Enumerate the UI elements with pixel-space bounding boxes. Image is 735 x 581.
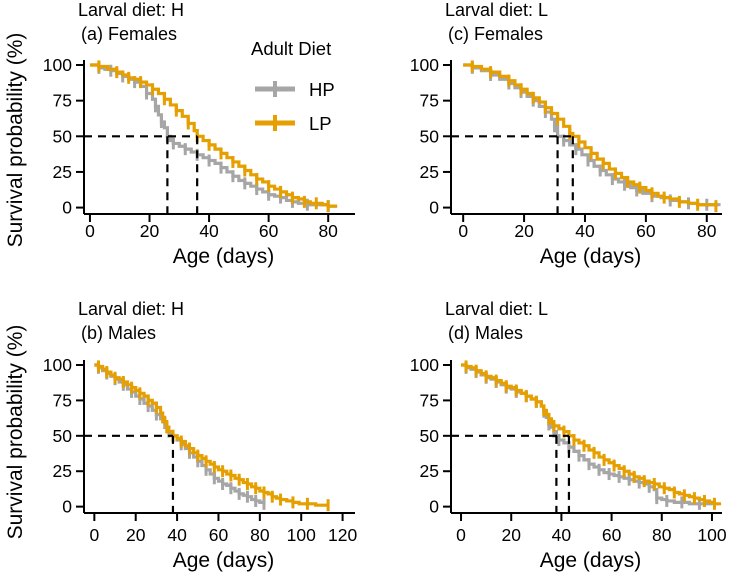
y-tick-label: 75: [420, 390, 439, 410]
y-tick-label: 100: [43, 355, 72, 375]
x-axis-label: Age (days): [540, 245, 642, 268]
facet-title: Larval diet: H: [78, 0, 184, 20]
x-tick-label: 60: [602, 525, 622, 545]
y-tick-label: 25: [53, 162, 72, 182]
panel-subtitle: (d) Males: [448, 323, 523, 343]
x-tick-label: 60: [636, 221, 656, 241]
y-tick-label: 75: [53, 91, 72, 111]
y-tick-label: 50: [53, 126, 73, 146]
panel-c-females-larval-l: Larval diet: L (c) Females 0 25 50 75 100 0 20 40…: [410, 0, 722, 268]
x-tick-label: 100: [287, 525, 316, 545]
x-tick-label: 0: [456, 525, 466, 545]
x-tick-label: 40: [167, 525, 187, 545]
y-tick-label: 0: [429, 198, 439, 218]
x-tick-label: 80: [318, 221, 338, 241]
y-tick-label: 0: [62, 497, 72, 517]
x-tick-label: 0: [85, 221, 95, 241]
facet-title: Larval diet: L: [445, 299, 548, 319]
x-tick-label: 40: [552, 525, 572, 545]
y-tick-label: 50: [420, 126, 440, 146]
facet-title: Larval diet: H: [78, 299, 184, 319]
panel-d-males-larval-l: Larval diet: L (d) Males 0 25 50 75 100 0 20 40 60…: [410, 299, 727, 572]
y-tick-label: 100: [410, 355, 439, 375]
y-tick-label: 100: [410, 55, 439, 75]
censor-marks-lp: [464, 360, 716, 510]
x-tick-label: 40: [199, 221, 219, 241]
legend-label-hp: HP: [309, 79, 335, 100]
facet-title: Larval diet: L: [445, 0, 548, 20]
y-tick-label: 50: [53, 426, 73, 446]
x-tick-label: 120: [328, 525, 357, 545]
x-tick-label: 20: [126, 525, 146, 545]
y-tick-label: 0: [62, 198, 72, 218]
x-tick-label: 0: [89, 525, 99, 545]
panel-subtitle: (b) Males: [81, 323, 156, 343]
y-tick-label: 75: [53, 390, 72, 410]
y-tick-label: 75: [420, 91, 439, 111]
x-axis-label: Age (days): [173, 245, 275, 268]
panel-subtitle: (a) Females: [81, 24, 177, 44]
survival-curve-lp: [463, 63, 718, 207]
legend-label-lp: LP: [309, 113, 332, 134]
x-tick-label: 20: [514, 221, 534, 241]
panel-b-males-larval-h: Larval diet: H (b) Males 0 25 50 75 100 0 20 40 60…: [43, 299, 358, 572]
panel-subtitle: (c) Females: [448, 24, 543, 44]
y-tick-label: 25: [420, 461, 439, 481]
x-axis-label: Age (days): [540, 549, 642, 572]
panel-a-females-larval-h: Larval diet: H (a) Females 0 25 50 75 100 0 20 40…: [43, 0, 355, 268]
y-tick-label: 25: [53, 461, 72, 481]
x-tick-label: 40: [575, 221, 595, 241]
x-tick-label: 100: [697, 525, 726, 545]
y-tick-label: 0: [429, 497, 439, 517]
censor-marks-lp: [470, 60, 718, 213]
legend-title: Adult Diet: [251, 38, 331, 59]
x-tick-label: 20: [140, 221, 160, 241]
survival-curve-hp: [463, 63, 721, 207]
x-tick-label: 80: [250, 525, 270, 545]
censor-marks-lp: [96, 360, 330, 512]
y-tick-label: 25: [420, 162, 439, 182]
x-tick-label: 60: [209, 525, 229, 545]
y-tick-label: 50: [420, 426, 440, 446]
censor-marks-lp: [97, 60, 330, 213]
x-tick-label: 60: [259, 221, 279, 241]
x-tick-label: 80: [697, 221, 717, 241]
y-tick-label: 100: [43, 55, 72, 75]
x-tick-label: 0: [458, 221, 468, 241]
x-axis-label: Age (days): [173, 549, 275, 572]
x-tick-label: 80: [652, 525, 672, 545]
x-tick-label: 20: [501, 525, 521, 545]
